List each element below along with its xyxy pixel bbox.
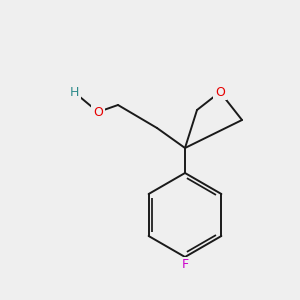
Text: F: F bbox=[182, 259, 189, 272]
Text: H: H bbox=[69, 85, 79, 98]
Text: O: O bbox=[215, 85, 225, 98]
Text: O: O bbox=[93, 106, 103, 118]
